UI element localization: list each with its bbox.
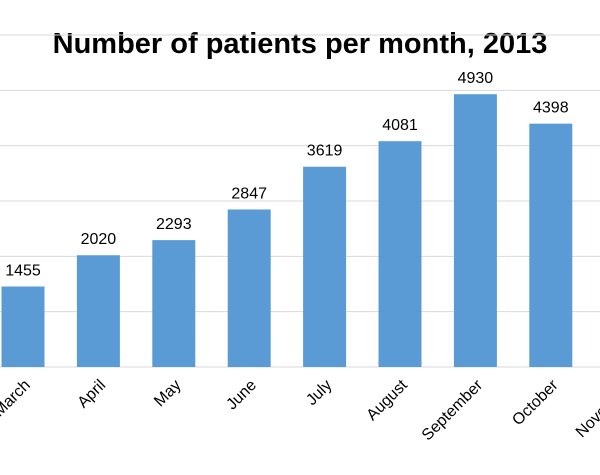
bar-april: [76, 255, 120, 367]
x-tick-august: August: [364, 376, 412, 424]
bar-may: [152, 240, 196, 367]
bar-july: [303, 166, 347, 367]
data-label-august: 4081: [382, 117, 418, 134]
data-label-june: 2847: [231, 185, 267, 202]
bars: [1, 94, 573, 367]
x-tick-october: October: [509, 376, 562, 429]
bar-september: [453, 94, 497, 367]
x-tick-september: September: [419, 376, 487, 444]
bar-march: [1, 286, 45, 367]
bar-august: [378, 141, 422, 367]
x-tick-november: November: [573, 376, 600, 441]
data-label-october: 4398: [533, 100, 569, 117]
x-axis-tick-labels: March April May June July August September Octo…: [0, 376, 600, 444]
chart-title: Number of patients per month, 2013: [53, 28, 548, 60]
data-label-july: 3619: [307, 143, 343, 160]
data-label-may: 2293: [156, 216, 192, 233]
x-tick-may: May: [151, 377, 184, 410]
x-tick-july: July: [303, 377, 335, 409]
data-labels: 1455 2020 2293 2847 3619 4081 4930 4398: [5, 70, 568, 279]
data-label-march: 1455: [5, 262, 41, 279]
bar-october: [529, 123, 573, 367]
x-tick-march: March: [0, 377, 34, 420]
data-label-september: 4930: [458, 70, 494, 87]
x-tick-june: June: [223, 377, 260, 414]
x-tick-april: April: [75, 377, 110, 412]
bar-june: [227, 209, 271, 367]
data-label-april: 2020: [81, 231, 117, 248]
